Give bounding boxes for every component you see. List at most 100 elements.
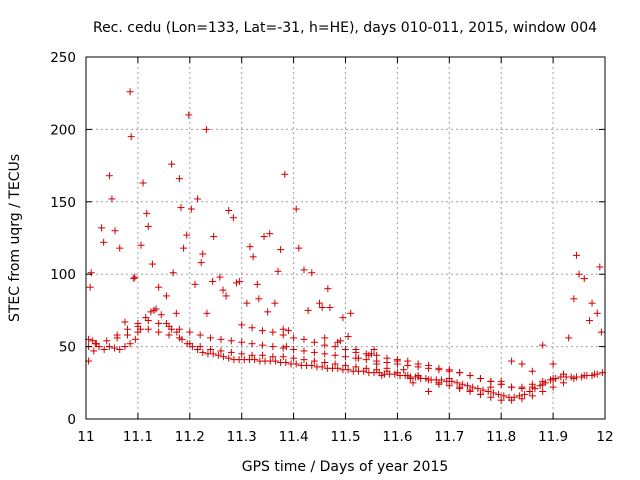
data-point — [476, 374, 484, 382]
data-point — [199, 348, 207, 356]
data-point — [246, 243, 254, 251]
data-point — [474, 385, 482, 393]
data-point — [216, 273, 224, 281]
data-point — [155, 319, 163, 327]
data-point — [308, 269, 316, 277]
data-point — [197, 259, 205, 267]
data-point — [87, 269, 95, 277]
data-point — [342, 353, 349, 361]
data-point — [497, 380, 505, 388]
data-point — [251, 356, 259, 364]
data-point — [476, 390, 484, 398]
data-point — [362, 350, 370, 358]
data-point — [207, 334, 215, 342]
data-point — [86, 283, 94, 291]
data-point — [248, 340, 256, 348]
data-point — [266, 230, 274, 238]
data-point — [334, 364, 342, 372]
data-point — [425, 387, 433, 395]
data-point — [400, 366, 408, 374]
data-point — [370, 345, 378, 353]
data-point — [393, 356, 401, 364]
x-tick-label: 11.4 — [279, 429, 309, 445]
data-point — [336, 337, 344, 345]
x-tick-label: 11.7 — [434, 429, 464, 445]
data-point — [175, 175, 183, 183]
data-point — [310, 357, 318, 365]
grid-lines — [86, 57, 605, 419]
data-point — [127, 133, 135, 141]
data-point — [225, 354, 233, 362]
data-point — [186, 328, 194, 336]
data-point — [134, 322, 142, 330]
data-point — [238, 350, 246, 358]
data-point — [229, 214, 237, 222]
data-point — [227, 348, 235, 356]
x-tick-label: 11.8 — [486, 429, 516, 445]
data-point — [342, 345, 349, 353]
data-point — [255, 295, 263, 303]
data-point — [180, 244, 188, 252]
y-tick-label: 100 — [50, 267, 76, 283]
data-point — [187, 205, 195, 213]
data-point — [131, 335, 139, 343]
data-point — [591, 370, 599, 378]
data-point — [290, 354, 298, 362]
data-point — [409, 379, 417, 387]
data-point — [425, 376, 433, 384]
data-point — [264, 308, 272, 316]
data-point — [271, 357, 279, 365]
data-point — [466, 372, 474, 380]
x-axis-label: GPS time / Days of year 2015 — [242, 459, 449, 475]
data-point — [318, 304, 326, 312]
data-point — [165, 322, 173, 330]
data-point — [539, 341, 547, 349]
data-point — [559, 370, 567, 378]
data-point — [559, 379, 567, 387]
x-tick-label: 11.3 — [227, 429, 257, 445]
data-point — [185, 111, 193, 119]
data-point — [186, 340, 194, 348]
data-point — [290, 345, 298, 353]
data-point — [144, 317, 152, 325]
data-point — [300, 266, 308, 274]
data-point — [165, 331, 173, 339]
data-point — [308, 361, 316, 369]
data-point — [238, 321, 246, 329]
data-point — [143, 209, 151, 217]
data-point — [549, 383, 557, 391]
data-point — [249, 253, 257, 261]
data-point — [373, 366, 381, 374]
data-point — [105, 343, 113, 351]
data-point — [258, 327, 266, 335]
data-point — [282, 359, 290, 367]
data-point — [383, 367, 391, 375]
data-point — [445, 366, 453, 374]
data-point — [236, 277, 244, 285]
y-tick-labels: 0 50 100 150 200 250 — [50, 50, 76, 428]
x-tick-label: 11 — [77, 429, 94, 445]
data-point — [260, 233, 268, 241]
data-point — [279, 331, 287, 339]
data-point — [500, 392, 508, 400]
y-tick-label: 250 — [50, 50, 76, 66]
data-point — [203, 309, 211, 317]
data-point — [124, 325, 132, 333]
data-point — [233, 279, 241, 287]
data-point — [220, 353, 228, 361]
data-point — [344, 332, 352, 340]
data-point — [456, 369, 464, 377]
data-point — [131, 273, 139, 281]
data-point — [90, 347, 98, 355]
data-point — [214, 351, 222, 359]
data-point — [269, 353, 277, 361]
data-point — [209, 350, 217, 358]
data-point — [121, 318, 129, 326]
data-point — [435, 364, 443, 372]
data-point — [342, 361, 349, 369]
data-point — [404, 357, 412, 365]
chart-title: Rec. cedu (Lon=133, Lat=-31, h=HE), days… — [93, 20, 597, 36]
data-point — [347, 309, 355, 317]
data-point — [157, 311, 165, 319]
